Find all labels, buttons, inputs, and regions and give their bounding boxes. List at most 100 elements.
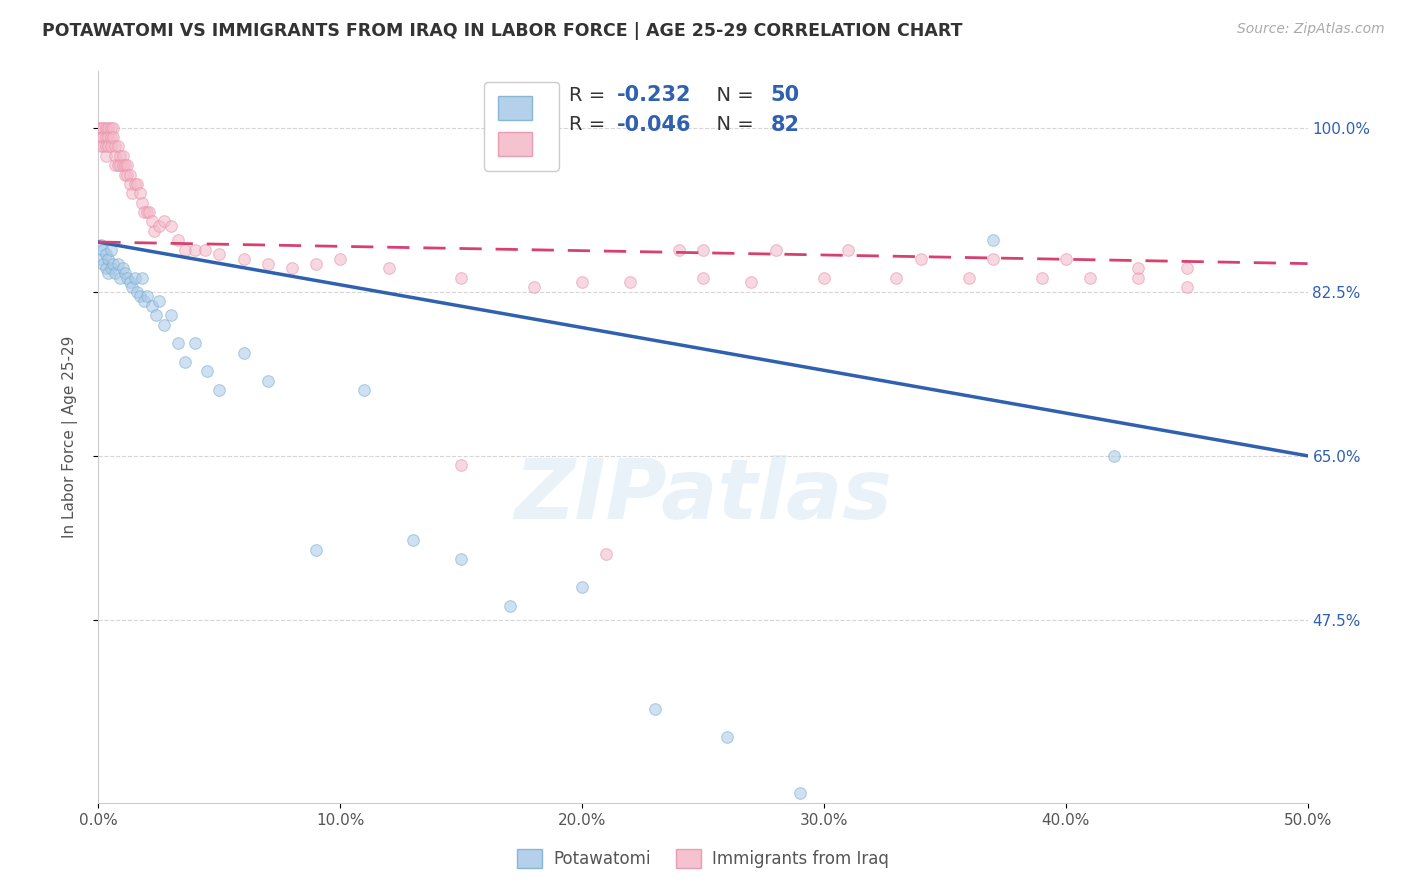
Point	[716, 730, 738, 744]
Point	[174, 243, 197, 257]
Point	[90, 139, 112, 153]
Text: ZIPatlas: ZIPatlas	[515, 455, 891, 536]
Point	[127, 285, 149, 299]
Point	[135, 289, 157, 303]
Point	[101, 257, 124, 271]
Point	[1102, 449, 1125, 463]
Point	[101, 130, 124, 145]
Point	[124, 177, 146, 191]
Point	[837, 243, 859, 257]
Point	[111, 158, 134, 172]
Point	[886, 270, 908, 285]
Point	[100, 120, 122, 135]
Point	[100, 261, 122, 276]
Point	[195, 364, 218, 378]
Point	[740, 276, 762, 290]
Point	[90, 252, 112, 266]
Point	[644, 702, 666, 716]
Point	[100, 130, 122, 145]
Text: Source: ZipAtlas.com: Source: ZipAtlas.com	[1237, 22, 1385, 37]
Point	[111, 261, 134, 276]
Point	[1054, 252, 1077, 266]
Point	[305, 257, 328, 271]
Point	[111, 149, 134, 163]
Point	[789, 786, 811, 800]
Point	[232, 345, 254, 359]
Text: -0.232: -0.232	[617, 86, 692, 105]
Point	[813, 270, 835, 285]
Point	[91, 257, 114, 271]
Point	[107, 257, 129, 271]
Point	[91, 120, 114, 135]
Point	[377, 261, 399, 276]
Point	[94, 120, 117, 135]
Point	[571, 276, 593, 290]
Point	[145, 308, 167, 322]
Point	[692, 270, 714, 285]
Point	[90, 237, 112, 252]
Point	[160, 219, 183, 233]
Point	[692, 243, 714, 257]
Point	[353, 383, 375, 397]
Point	[100, 243, 122, 257]
Point	[97, 120, 120, 135]
Point	[118, 276, 141, 290]
Point	[619, 276, 641, 290]
Point	[184, 243, 207, 257]
Point	[957, 270, 980, 285]
Point	[121, 280, 143, 294]
Text: N =: N =	[704, 115, 761, 135]
Point	[571, 580, 593, 594]
Point	[141, 214, 163, 228]
Legend: Potawatomi, Immigrants from Iraq: Potawatomi, Immigrants from Iraq	[510, 843, 896, 875]
Point	[117, 168, 139, 182]
Point	[143, 224, 166, 238]
Point	[87, 120, 110, 135]
Point	[118, 177, 141, 191]
Point	[94, 247, 117, 261]
Point	[91, 243, 114, 257]
Point	[131, 270, 153, 285]
Point	[981, 252, 1004, 266]
Y-axis label: In Labor Force | Age 25-29: In Labor Force | Age 25-29	[62, 336, 77, 538]
Point	[174, 355, 197, 369]
Point	[281, 261, 304, 276]
Point	[402, 533, 425, 548]
Point	[305, 542, 328, 557]
Point	[100, 139, 122, 153]
Point	[114, 168, 136, 182]
Point	[134, 294, 156, 309]
Point	[910, 252, 932, 266]
Point	[981, 233, 1004, 247]
Point	[118, 168, 141, 182]
Point	[91, 139, 114, 153]
Point	[127, 177, 149, 191]
Point	[668, 243, 690, 257]
Point	[208, 247, 231, 261]
Point	[104, 266, 127, 280]
Point	[108, 149, 131, 163]
Point	[1031, 270, 1053, 285]
Point	[910, 871, 932, 885]
Point	[765, 243, 787, 257]
Point	[152, 214, 174, 228]
Point	[329, 252, 352, 266]
Point	[167, 336, 190, 351]
Point	[184, 336, 207, 351]
Point	[107, 139, 129, 153]
Point	[232, 252, 254, 266]
Point	[121, 186, 143, 201]
Point	[104, 139, 127, 153]
Point	[94, 261, 117, 276]
Point	[101, 120, 124, 135]
Point	[256, 374, 278, 388]
Point	[1175, 261, 1198, 276]
Point	[450, 552, 472, 566]
Point	[160, 308, 183, 322]
Point	[148, 294, 170, 309]
Text: POTAWATOMI VS IMMIGRANTS FROM IRAQ IN LABOR FORCE | AGE 25-29 CORRELATION CHART: POTAWATOMI VS IMMIGRANTS FROM IRAQ IN LA…	[42, 22, 963, 40]
Point	[1175, 280, 1198, 294]
Point	[124, 270, 146, 285]
Text: R =: R =	[569, 115, 612, 135]
Point	[90, 130, 112, 145]
